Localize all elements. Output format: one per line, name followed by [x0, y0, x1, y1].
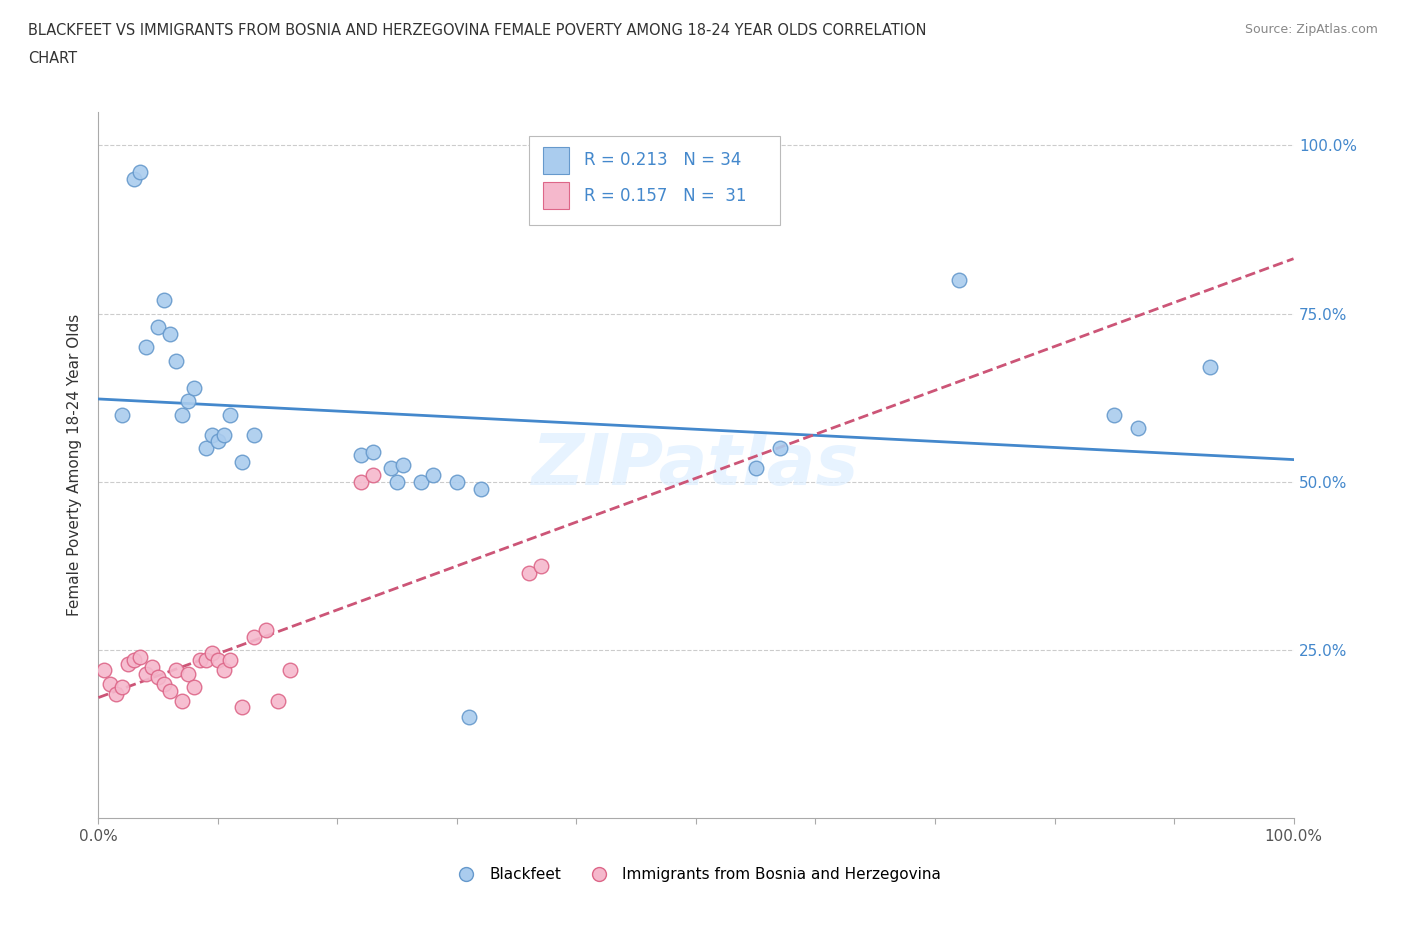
Point [177, 393, 200, 408]
Point [111, 680, 134, 695]
Point [243, 427, 266, 442]
Point [172, 407, 194, 422]
Point [212, 663, 235, 678]
Point [93, 663, 115, 678]
Point [470, 481, 492, 496]
Text: CHART: CHART [28, 51, 77, 66]
Point [148, 320, 170, 335]
Y-axis label: Female Poverty Among 18-24 Year Olds: Female Poverty Among 18-24 Year Olds [67, 314, 83, 617]
Point [350, 474, 373, 489]
Point [278, 663, 301, 678]
Point [212, 427, 235, 442]
Point [153, 293, 176, 308]
Point [135, 339, 157, 354]
Text: Source: ZipAtlas.com: Source: ZipAtlas.com [1244, 23, 1378, 36]
Point [446, 474, 468, 489]
Point [530, 559, 553, 574]
Point [363, 468, 385, 483]
Point [948, 272, 970, 287]
Point [267, 693, 290, 708]
Point [350, 447, 373, 462]
Point [159, 326, 181, 341]
Point [195, 441, 218, 456]
Point [517, 565, 540, 580]
Point [231, 700, 253, 715]
Point [141, 659, 163, 674]
Point [129, 649, 152, 664]
Text: R = 0.213   N = 34: R = 0.213 N = 34 [583, 152, 741, 169]
Text: ZIPatlas: ZIPatlas [533, 431, 859, 499]
Point [1199, 360, 1222, 375]
Point [165, 353, 187, 368]
Point [183, 680, 205, 695]
Legend: Blackfeet, Immigrants from Bosnia and Herzegovina: Blackfeet, Immigrants from Bosnia and He… [444, 861, 948, 888]
Point [422, 468, 444, 483]
Point [1104, 407, 1126, 422]
Point [207, 653, 229, 668]
Point [385, 474, 409, 489]
Point [243, 630, 266, 644]
Point [201, 646, 224, 661]
Point [768, 441, 790, 456]
Point [177, 666, 200, 681]
Point [111, 407, 134, 422]
Point [195, 653, 218, 668]
Point [201, 427, 224, 442]
FancyBboxPatch shape [543, 182, 569, 209]
Point [124, 653, 146, 668]
Point [148, 670, 170, 684]
Point [219, 653, 242, 668]
FancyBboxPatch shape [543, 147, 569, 174]
Point [188, 653, 211, 668]
Point [411, 474, 433, 489]
Point [105, 686, 128, 701]
Text: R = 0.157   N =  31: R = 0.157 N = 31 [583, 187, 747, 205]
Point [183, 380, 205, 395]
Point [254, 622, 277, 637]
Point [153, 676, 176, 691]
Point [458, 710, 481, 724]
Point [219, 407, 242, 422]
Point [135, 666, 157, 681]
Point [117, 657, 139, 671]
Point [745, 461, 768, 476]
Point [231, 454, 253, 469]
Text: BLACKFEET VS IMMIGRANTS FROM BOSNIA AND HERZEGOVINA FEMALE POVERTY AMONG 18-24 Y: BLACKFEET VS IMMIGRANTS FROM BOSNIA AND … [28, 23, 927, 38]
Point [129, 165, 152, 179]
Point [380, 461, 402, 476]
Point [363, 445, 385, 459]
Point [392, 458, 415, 472]
Point [1128, 420, 1150, 435]
Point [165, 663, 187, 678]
FancyBboxPatch shape [529, 137, 780, 225]
Point [124, 171, 146, 186]
Point [159, 683, 181, 698]
Point [172, 693, 194, 708]
Point [98, 676, 122, 691]
Point [207, 434, 229, 449]
